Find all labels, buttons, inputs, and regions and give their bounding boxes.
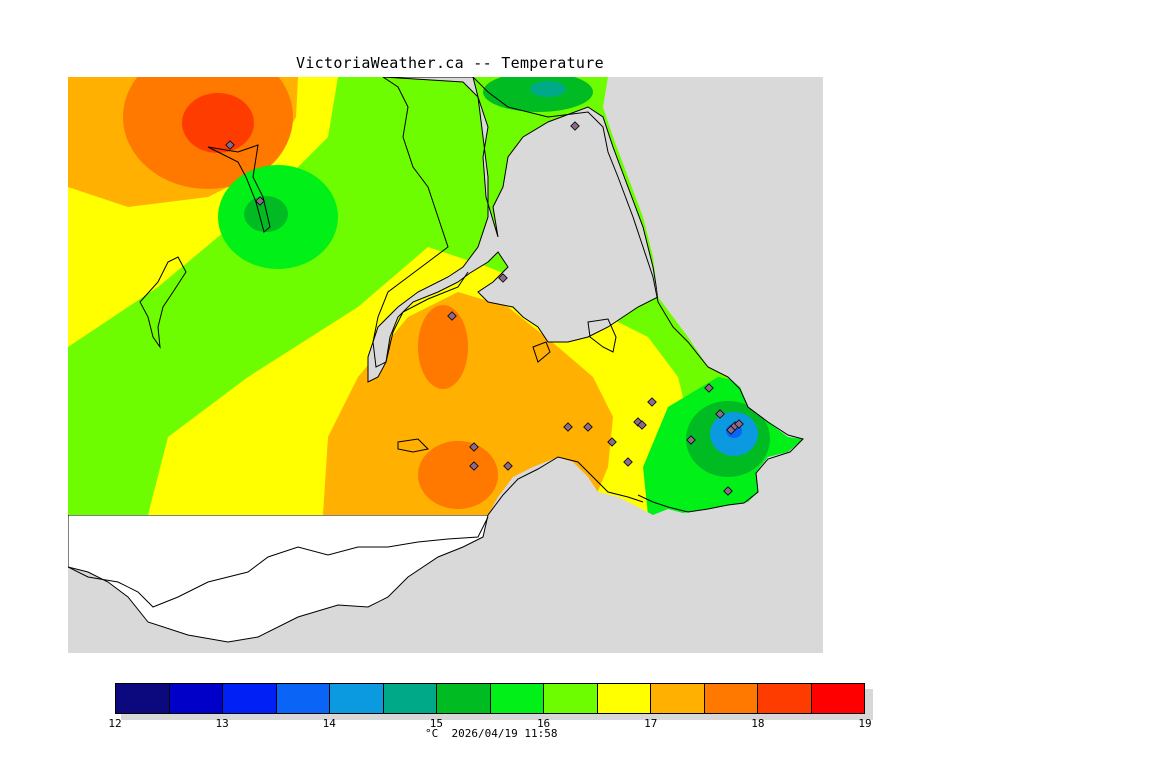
station-marker[interactable] bbox=[607, 437, 617, 447]
colorbar-tick-label: 12 bbox=[108, 717, 122, 730]
contour-high-center bbox=[418, 305, 468, 389]
coastline-inlet bbox=[207, 144, 271, 233]
station-marker[interactable] bbox=[704, 383, 714, 393]
colorbar-swatch bbox=[276, 684, 330, 713]
colorbar-swatch bbox=[704, 684, 758, 713]
station-marker[interactable] bbox=[723, 486, 733, 496]
colorbar-swatch bbox=[811, 684, 864, 713]
colorbar-swatch bbox=[544, 684, 598, 713]
colorbar-swatch bbox=[597, 684, 651, 713]
sea-mask-strait bbox=[367, 77, 659, 383]
contour-peak-northwest bbox=[182, 93, 254, 153]
station-marker[interactable] bbox=[623, 457, 633, 467]
unit-label: °C bbox=[425, 727, 439, 740]
temperature-map[interactable] bbox=[68, 77, 823, 653]
station-marker[interactable] bbox=[225, 140, 235, 150]
station-marker[interactable] bbox=[686, 435, 696, 445]
coastline-salt-spring bbox=[139, 256, 187, 349]
colorbar-swatch bbox=[223, 684, 277, 713]
station-marker[interactable] bbox=[447, 311, 457, 321]
colorbar-tick-label: 14 bbox=[322, 717, 336, 730]
colorbar-swatch bbox=[330, 684, 384, 713]
colorbar-swatch bbox=[116, 684, 170, 713]
contour-lower-west bbox=[244, 196, 288, 232]
map-title: VictoriaWeather.ca -- Temperature bbox=[296, 54, 604, 72]
coastline-saanich bbox=[472, 77, 804, 513]
colorbar-swatch bbox=[490, 684, 544, 713]
station-marker[interactable] bbox=[469, 442, 479, 452]
legend-footer: °C 2026/04/19 11:58 bbox=[425, 727, 557, 740]
station-marker[interactable] bbox=[469, 461, 479, 471]
station-marker[interactable] bbox=[637, 420, 647, 430]
coastline-olympic bbox=[68, 516, 489, 608]
contour-18-19-center bbox=[323, 292, 613, 515]
timestamp-label: 2026/04/19 11:58 bbox=[451, 727, 558, 740]
colorbar-tick-label: 18 bbox=[751, 717, 765, 730]
colorbar-swatch bbox=[383, 684, 437, 713]
sea-mask-south bbox=[488, 457, 653, 515]
station-marker[interactable] bbox=[498, 273, 508, 283]
colorbar-tick-label: 15 bbox=[429, 717, 444, 730]
station-markers bbox=[225, 121, 744, 496]
sea-mask-east bbox=[603, 77, 823, 515]
coastline-south bbox=[487, 456, 644, 516]
station-marker[interactable] bbox=[734, 419, 744, 429]
coastline-vancouver-island bbox=[372, 77, 469, 368]
station-marker[interactable] bbox=[647, 397, 657, 407]
colorbar-swatch bbox=[758, 684, 812, 713]
station-marker[interactable] bbox=[563, 422, 573, 432]
colorbar-tick-label: 19 bbox=[858, 717, 872, 730]
colorbar-swatch bbox=[437, 684, 491, 713]
colorbar-tick-label: 17 bbox=[644, 717, 658, 730]
station-marker[interactable] bbox=[570, 121, 580, 131]
station-marker[interactable] bbox=[715, 409, 725, 419]
station-marker[interactable] bbox=[255, 196, 265, 206]
colorbar-swatch bbox=[169, 684, 223, 713]
temperature-colorbar bbox=[115, 683, 865, 714]
station-marker[interactable] bbox=[583, 422, 593, 432]
station-marker[interactable] bbox=[503, 461, 513, 471]
coastline-island-small bbox=[532, 341, 551, 363]
coastline-island-east bbox=[587, 318, 617, 353]
colorbar-tick-label: 16 bbox=[536, 717, 551, 730]
contour-north-tip-core bbox=[530, 81, 566, 97]
coastline-island-south bbox=[397, 438, 430, 453]
colorbar-tick-label: 13 bbox=[215, 717, 229, 730]
contour-high-south bbox=[418, 441, 498, 509]
colorbar-swatch bbox=[651, 684, 705, 713]
